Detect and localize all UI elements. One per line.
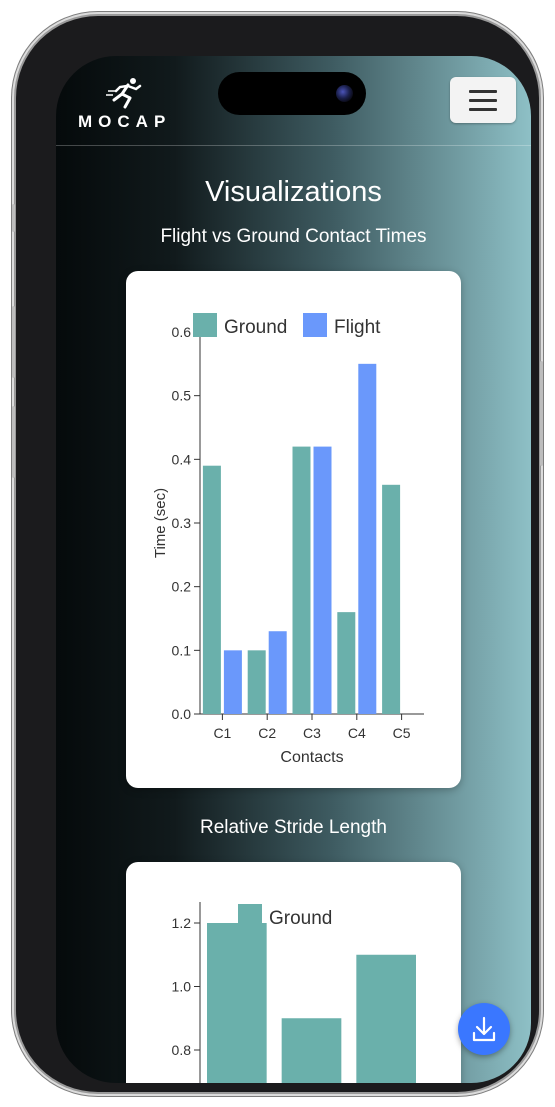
bar-flight	[313, 446, 332, 714]
y-tick-label: 0.3	[172, 515, 192, 531]
volume-up-button	[12, 306, 15, 378]
mute-switch	[12, 204, 15, 232]
menu-button[interactable]	[450, 77, 516, 123]
flight-chart-card: 0.0 0.1 0.2 0.3 0.4 0.5 0.6 C1 C2 C3 C4 C5 Contacts T…	[126, 271, 461, 788]
bar-ground	[207, 923, 267, 1083]
bar-ground	[202, 465, 221, 714]
stride-chart-card: 0.8 1.0 1.2 Ground	[126, 862, 461, 1083]
x-tick-label: C5	[393, 725, 411, 741]
legend-label: Flight	[334, 317, 381, 338]
y-tick-label: 1.2	[172, 915, 192, 931]
y-axis-label: Time (sec)	[152, 488, 169, 558]
x-axis-label: Contacts	[280, 749, 343, 766]
power-button	[540, 361, 543, 466]
x-tick-label: C4	[348, 725, 366, 741]
stride-length-bar-chart: 0.8 1.0 1.2 Ground	[172, 902, 416, 1083]
page-title: Visualizations	[205, 176, 382, 208]
flight-chart-title: Flight vs Ground Contact Times	[160, 226, 427, 247]
legend-swatch	[193, 313, 217, 337]
legend-swatch	[238, 904, 262, 928]
x-tick-label: C1	[213, 725, 231, 741]
app-screen: MOCAP Visualizations Flight vs Ground Co…	[56, 56, 531, 1083]
y-tick-label: 0.1	[172, 642, 192, 658]
bar-flight	[223, 650, 242, 714]
hamburger-icon-line	[469, 90, 497, 93]
download-icon	[472, 1016, 496, 1042]
bar-ground	[281, 1018, 342, 1083]
runner-icon	[106, 78, 142, 109]
volume-down-button	[12, 406, 15, 478]
bar-ground	[382, 484, 401, 714]
legend-label: Ground	[224, 317, 287, 338]
hamburger-icon-line	[469, 108, 497, 111]
bar-ground	[247, 650, 266, 714]
x-tick-label: C3	[303, 725, 321, 741]
bar-ground	[292, 446, 311, 714]
flight-ground-bar-chart: 0.0 0.1 0.2 0.3 0.4 0.5 0.6 C1 C2 C3 C4 C5 Contacts T…	[152, 313, 424, 766]
y-tick-label: 0.2	[172, 579, 192, 595]
y-tick-label: 0.4	[172, 451, 192, 467]
bar-flight	[268, 631, 287, 714]
header-divider	[56, 145, 531, 146]
y-tick-label: 0.6	[172, 324, 192, 340]
hamburger-icon-line	[469, 99, 497, 102]
y-tick-label: 0.5	[172, 388, 192, 404]
y-tick-label: 0.0	[172, 706, 192, 722]
x-tick-label: C2	[258, 725, 276, 741]
bar-flight	[358, 363, 377, 714]
y-tick-label: 1.0	[172, 979, 192, 995]
bar-ground	[337, 612, 356, 714]
legend-swatch	[303, 313, 327, 337]
camera-icon	[336, 85, 353, 102]
y-tick-label: 0.8	[172, 1042, 192, 1058]
mocap-logo[interactable]: MOCAP	[78, 76, 168, 132]
legend-label: Ground	[269, 908, 332, 929]
phone-frame: MOCAP Visualizations Flight vs Ground Co…	[12, 16, 543, 1092]
logo-text: MOCAP	[78, 112, 172, 131]
bar-ground	[356, 954, 416, 1083]
dynamic-island	[218, 72, 366, 115]
download-button[interactable]	[458, 1003, 510, 1055]
stride-chart-title: Relative Stride Length	[200, 817, 387, 838]
